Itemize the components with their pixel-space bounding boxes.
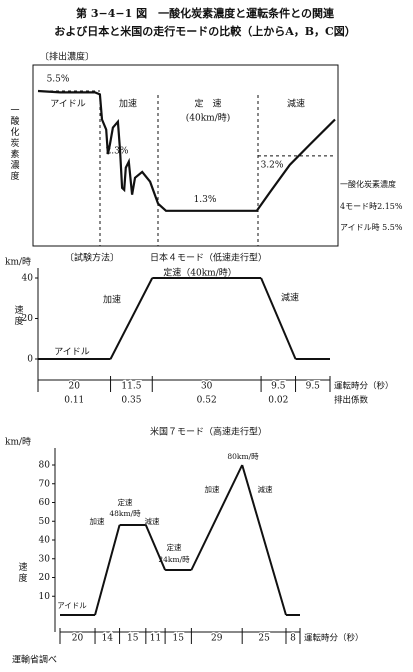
phase-label: 加速 <box>205 484 220 494</box>
note: アイドル時 5.5% <box>340 223 403 232</box>
y-tick-label: 20 <box>39 573 51 583</box>
coefficient-label: 0.52 <box>197 396 217 406</box>
speed-segment <box>190 464 244 571</box>
source: 運輸省調べ <box>12 654 57 666</box>
y-tick-label: 40 <box>39 536 51 546</box>
duration-label: 15 <box>173 634 185 644</box>
phase-label: アイドル <box>50 100 86 110</box>
annotation: 1.3% <box>194 195 217 205</box>
annotation: 2.3% <box>106 147 129 157</box>
coefficient-label: 0.35 <box>121 396 141 406</box>
note: 4モード時2.15% <box>340 202 403 211</box>
y-tick-label: 80 <box>39 461 51 471</box>
speed-segment <box>241 464 287 616</box>
speed-segment <box>109 277 154 360</box>
phase-label: 定 速 <box>194 98 221 110</box>
y-tick-label: 60 <box>39 498 51 508</box>
speed-segment <box>260 277 297 360</box>
duration-label: 15 <box>127 634 139 644</box>
speed-segment <box>144 524 167 571</box>
note: 一酸化炭素濃度 <box>340 179 396 189</box>
phase-label: アイドル <box>57 601 87 610</box>
y-axis-label: 速度 <box>17 562 28 584</box>
duration-label: 30 <box>201 382 213 392</box>
y-tick-label: 30 <box>39 554 51 564</box>
y-tick-label: 0 <box>27 355 33 365</box>
phase-label: 減速 <box>145 516 160 526</box>
annotation: 5.5% <box>47 75 70 85</box>
panel-header: 〔排出濃度〕 <box>40 51 94 63</box>
y-tick-label: 40 <box>22 274 34 284</box>
duration-label: 20 <box>69 382 81 392</box>
y-axis-label: 一酸化炭素濃度 <box>9 105 20 182</box>
panel-title: 米国７モード（高速走行型） <box>150 426 267 438</box>
phase-label: アイドル <box>54 348 90 358</box>
speed-segment <box>94 524 121 616</box>
panel-header: 〔試験方法〕 <box>65 252 119 264</box>
phase-label: 加速 <box>119 99 137 110</box>
y-axis-unit: km/時 <box>5 437 31 448</box>
y-tick-label: 10 <box>39 592 51 602</box>
duration-label: 20 <box>72 634 84 644</box>
duration-label: 11.5 <box>121 382 141 392</box>
phase-label: 減速 <box>258 484 273 494</box>
figure-title: 第 3−4−1 図 一酸化炭素濃度と運転条件との関連 <box>76 6 335 20</box>
phase-label: 減速 <box>281 292 299 304</box>
phase-label: 80km/時 <box>227 452 259 461</box>
phase-label: 24km/時 <box>158 555 190 564</box>
duration-label: 9.5 <box>306 382 321 392</box>
concentration-line <box>37 89 336 212</box>
panel-title: 日本４モード（低速走行型） <box>150 252 267 264</box>
duration-label: 11 <box>150 634 161 644</box>
duration-label: 14 <box>102 634 114 644</box>
phase-label: 定速 <box>118 497 133 507</box>
duration-label: 9.5 <box>271 382 286 392</box>
phase-label: 減速 <box>287 98 305 110</box>
y-tick-label: 20 <box>22 314 34 324</box>
duration-label: 25 <box>258 634 270 644</box>
phase-label: 48km/時 <box>109 509 141 518</box>
phase-label: 定速（40km/時） <box>163 267 236 279</box>
annotation: 3.2% <box>261 160 284 170</box>
figure-subtitle: および日本と米国の走行モードの比較（上からA，B，C図） <box>54 24 356 38</box>
y-tick-label: 50 <box>39 517 51 527</box>
y-tick-label: 70 <box>39 479 51 489</box>
x-axis-label: 運転時分（秒） <box>304 633 364 644</box>
y-axis-label: 速度 <box>13 305 24 327</box>
coefficient-label: 0.02 <box>268 396 288 406</box>
y-axis-unit: km/時 <box>5 257 31 268</box>
phase-label: 定速 <box>167 542 182 552</box>
duration-label: 8 <box>290 634 296 644</box>
frame-a <box>32 64 339 247</box>
duration-label: 29 <box>211 634 223 644</box>
x-axis-label: 運転時分（秒） <box>334 381 394 392</box>
coefficient-label: 0.11 <box>64 396 84 406</box>
phase-label: 加速 <box>90 516 105 526</box>
phase-label: (40km/時) <box>186 113 231 124</box>
phase-label: 加速 <box>103 295 121 306</box>
coefficient-title: 排出係数 <box>334 395 369 406</box>
